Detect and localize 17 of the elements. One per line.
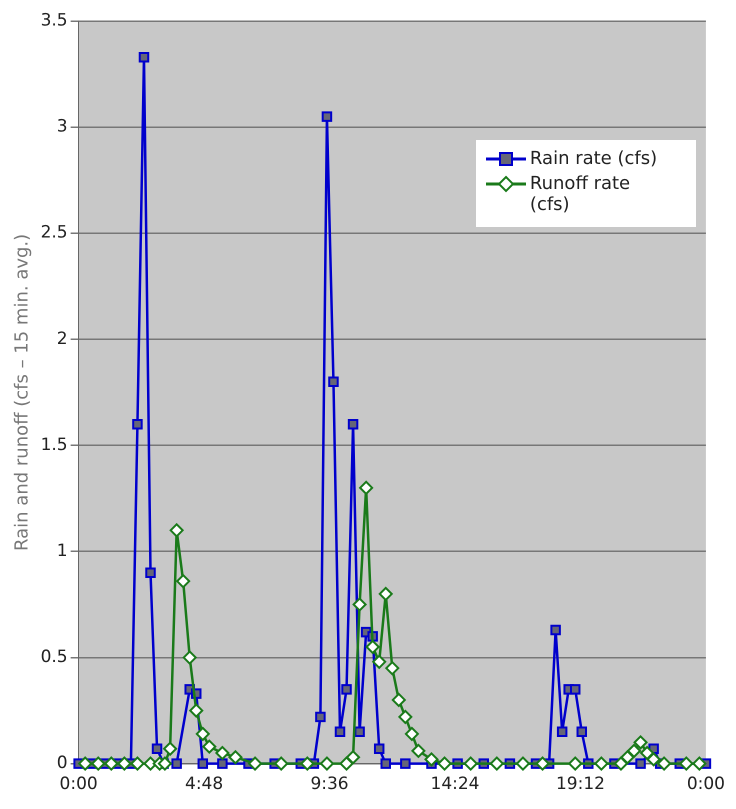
legend-label: Runoff rate (cfs) [530,172,632,215]
x-tick-label: 14:24 [430,774,480,794]
y-tick-label: 1.5 [40,434,68,455]
y-tick-label: 0.5 [40,646,68,667]
legend-label: Rain rate (cfs) [530,148,658,169]
y-tick-label: 2 [56,328,68,349]
x-tick-label: 9:36 [310,774,349,794]
y-axis-title: Rain and runoff (cfs – 15 min. avg.) [11,234,32,551]
x-tick-label: 19:12 [556,774,605,794]
x-tick-label: 0:00 [60,774,98,794]
x-tick-label: 0:00 [686,774,726,794]
x-tick-label: 4:48 [184,774,224,794]
y-tick-label: 1 [56,540,68,561]
y-tick-label: 3.5 [40,10,68,31]
y-tick-label: 3 [56,116,68,137]
y-tick-label: 0 [56,753,68,774]
y-tick-label: 2.5 [40,222,68,243]
